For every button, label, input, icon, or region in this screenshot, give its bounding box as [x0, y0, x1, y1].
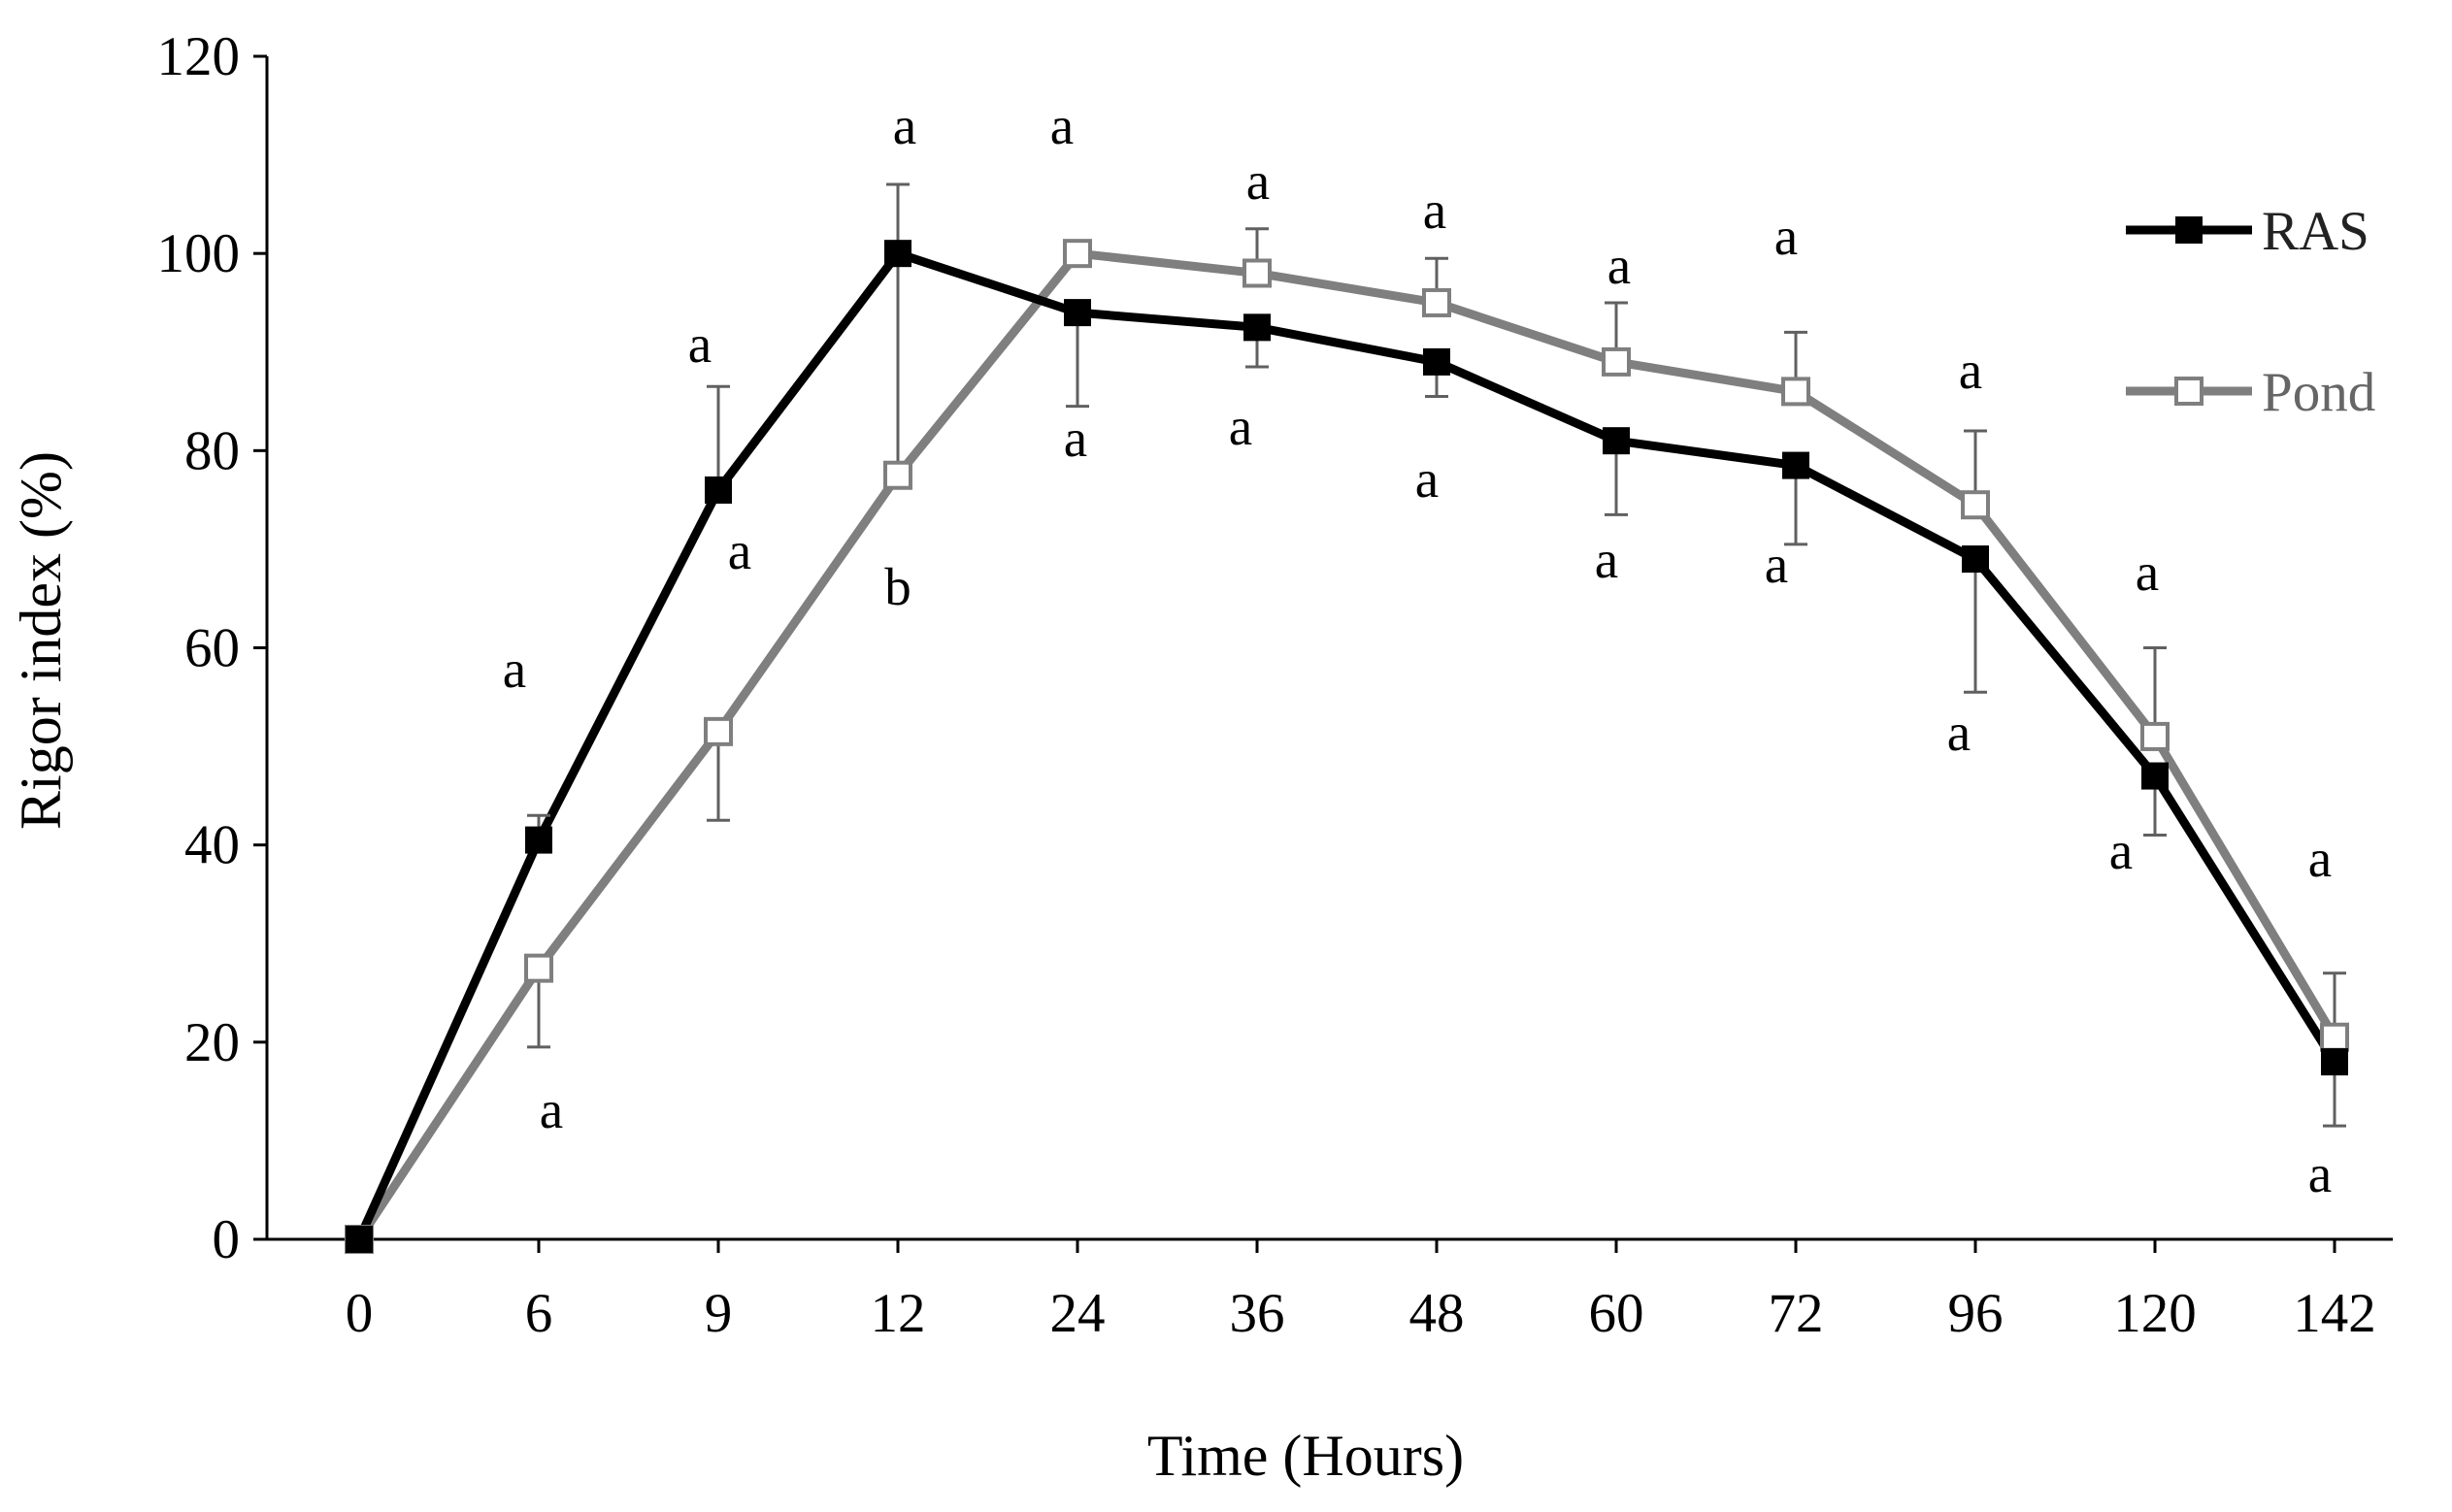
y-tick-label: 60 [184, 618, 240, 679]
marker-pond [1602, 346, 1631, 377]
significance-label-pond: a [2136, 542, 2159, 602]
significance-label-ras: a [503, 640, 526, 699]
marker-ras [1782, 451, 1809, 479]
y-tick-label: 100 [157, 223, 241, 284]
significance-label-pond: a [540, 1080, 563, 1139]
y-tick-label: 0 [213, 1209, 241, 1270]
y-tick-label: 120 [157, 26, 241, 87]
y-tick-label: 20 [184, 1012, 240, 1073]
series-line-ras [354, 248, 2338, 1241]
significance-label-ras: a [1595, 530, 1618, 589]
legend-label-pond: Pond [2262, 362, 2375, 423]
marker-pond [704, 716, 733, 746]
marker-ras [1962, 545, 1989, 574]
x-axis-title: Time (Hours) [1147, 1424, 1464, 1488]
x-tick-label: 24 [1050, 1283, 1106, 1344]
x-tick-label: 48 [1409, 1283, 1465, 1344]
marker-pond [2140, 721, 2170, 751]
marker-pond [883, 460, 912, 490]
significance-label-pond: a [1959, 341, 1982, 400]
error-bars [527, 182, 2346, 1128]
legend-marker-pond [2174, 377, 2203, 406]
significance-label-pond: a [1050, 96, 1074, 155]
marker-pond [1063, 239, 1092, 269]
x-tick-label: 0 [346, 1283, 374, 1344]
legend-label-ras: RAS [2262, 201, 2369, 262]
series-lines [354, 248, 2338, 1242]
significance-label-pond: a [1774, 207, 1798, 266]
axes: 0 20 40 60 80 100 120 0 6 9 12 24 36 48 60 72 96 120 142 [157, 26, 2393, 1344]
significance-label-pond: a [1246, 151, 1270, 211]
significance-label-ras: a [1064, 409, 1087, 468]
marker-ras [2321, 1048, 2348, 1076]
significance-label-ras: a [688, 314, 712, 374]
marker-ras [525, 826, 552, 854]
marker-ras [2141, 762, 2169, 790]
series-line-pond [355, 248, 2338, 1242]
marker-pond [2320, 1022, 2349, 1052]
data-markers [345, 239, 2349, 1254]
x-tick-label: 36 [1230, 1283, 1285, 1344]
marker-ras [1064, 299, 1091, 327]
marker-ras [346, 1226, 373, 1253]
x-tick-label: 72 [1769, 1283, 1824, 1344]
marker-ras [1243, 313, 1271, 342]
x-tick-label: 9 [705, 1283, 733, 1344]
legend: RAS Pond [2126, 201, 2375, 423]
y-tick-label: 40 [184, 815, 240, 876]
marker-ras [884, 240, 911, 268]
significance-label-ras: a [1947, 703, 1971, 762]
y-axis-title: Rigor index (%) [9, 451, 73, 830]
marker-ras [1423, 347, 1450, 376]
marker-pond [1243, 258, 1272, 288]
significance-label-pond: a [1607, 236, 1631, 295]
x-tick-label: 6 [525, 1283, 553, 1344]
legend-marker-ras [2175, 216, 2203, 244]
marker-pond [1961, 490, 1990, 520]
significance-label-pond: b [884, 557, 911, 616]
x-tick-label: 60 [1589, 1283, 1644, 1344]
significance-label-ras: a [1765, 535, 1788, 594]
significance-label-pond: a [1423, 181, 1446, 240]
marker-pond [1422, 287, 1451, 317]
significance-label-ras: a [893, 96, 916, 155]
marker-pond [524, 953, 553, 983]
x-tick-label: 12 [871, 1283, 926, 1344]
significance-labels: a a a a a a a a a a a a a b a a a a a a a a [503, 96, 2332, 1203]
significance-label-ras: a [2308, 1144, 2332, 1203]
marker-pond [1781, 377, 1810, 407]
x-tick-label: 96 [1948, 1283, 2004, 1344]
significance-label-pond: a [2308, 829, 2332, 888]
y-tick-label: 80 [184, 420, 240, 481]
x-tick-label: 142 [2293, 1283, 2376, 1344]
significance-label-pond: a [728, 521, 751, 580]
significance-label-ras: a [1415, 449, 1439, 509]
marker-ras [1603, 427, 1630, 455]
significance-label-ras: a [1229, 397, 1252, 456]
x-tick-label: 120 [2113, 1283, 2197, 1344]
marker-ras [705, 476, 732, 504]
significance-label-ras: a [2109, 821, 2133, 880]
